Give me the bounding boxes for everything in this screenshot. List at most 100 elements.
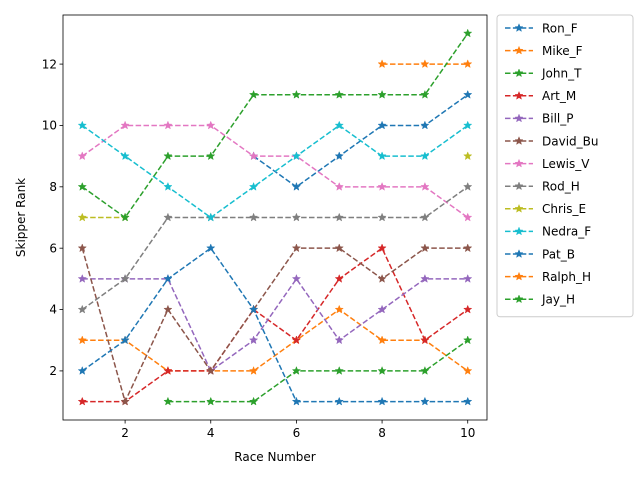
data-point	[120, 212, 130, 222]
data-point	[291, 151, 302, 161]
x-tick-label: 8	[378, 426, 386, 440]
plot-area	[77, 28, 473, 406]
data-point	[463, 396, 473, 406]
data-point	[463, 59, 473, 69]
legend-marker	[514, 294, 524, 304]
legend-item: Chris_E	[505, 202, 586, 216]
data-point	[77, 181, 87, 191]
data-point	[248, 181, 259, 191]
data-point	[420, 212, 430, 222]
data-point	[163, 212, 173, 222]
plot-frame	[62, 14, 488, 421]
legend-label: Mike_F	[542, 44, 583, 58]
data-point	[420, 243, 430, 253]
data-point	[463, 304, 473, 314]
data-point	[420, 273, 430, 283]
data-point	[206, 366, 216, 375]
legend: Ron_F Mike_F John_T Art_M Bill_P David_Bu Lewi…	[496, 14, 634, 318]
data-point	[77, 366, 87, 375]
data-point	[163, 181, 173, 191]
data-point	[120, 396, 130, 406]
data-point	[377, 366, 387, 375]
legend-item: Art_M	[505, 89, 576, 103]
legend-item: Jay_H	[505, 293, 575, 307]
data-point	[248, 151, 259, 161]
data-point	[206, 151, 216, 161]
data-point	[291, 273, 302, 283]
series-Art_M	[77, 243, 473, 406]
data-point	[334, 151, 344, 161]
data-point	[248, 366, 259, 375]
data-point	[463, 243, 473, 253]
data-point	[248, 212, 259, 222]
data-point	[163, 304, 173, 314]
series-line	[82, 308, 469, 372]
y-tick-label: 4	[49, 303, 57, 317]
data-point	[120, 120, 130, 130]
legend-marker	[514, 271, 524, 281]
series-Pat_B	[77, 243, 473, 406]
series-Rod_H	[77, 181, 473, 314]
legend-item: John_T	[505, 67, 582, 81]
series-Nedra_F	[77, 120, 473, 222]
data-point	[77, 304, 87, 314]
data-point	[291, 396, 302, 406]
data-point	[463, 181, 473, 191]
data-point	[420, 396, 430, 406]
data-point	[377, 212, 387, 222]
data-point	[291, 366, 302, 375]
legend-marker	[514, 181, 524, 191]
data-point	[334, 89, 344, 99]
data-point	[420, 89, 430, 99]
data-point	[463, 366, 473, 375]
legend-label: Ralph_H	[542, 270, 591, 284]
legend-item: Bill_P	[505, 112, 573, 126]
x-tick-label: 2	[121, 426, 129, 440]
data-point	[291, 243, 302, 253]
legend-item: Mike_F	[505, 44, 583, 58]
data-point	[163, 396, 173, 406]
data-point	[463, 28, 473, 38]
data-point	[120, 273, 130, 283]
legend-label: Bill_P	[542, 112, 573, 126]
data-point	[248, 396, 259, 406]
data-point	[377, 151, 387, 161]
data-point	[420, 335, 430, 345]
data-point	[77, 396, 87, 406]
data-point	[163, 273, 173, 283]
y-tick-label: 8	[49, 180, 57, 194]
data-point	[463, 120, 473, 130]
data-point	[77, 243, 87, 253]
x-tick-label: 4	[207, 426, 215, 440]
legend-label: Ron_F	[542, 21, 578, 35]
legend-label: Pat_B	[542, 247, 575, 261]
data-point	[77, 273, 87, 283]
legend-item: Nedra_F	[505, 225, 591, 239]
data-point	[248, 89, 259, 99]
legend-marker	[514, 68, 524, 78]
legend-marker	[514, 113, 524, 123]
data-point	[206, 396, 216, 406]
legend-label: John_T	[541, 67, 582, 81]
data-point	[291, 335, 302, 345]
series-David_Bu	[77, 243, 473, 406]
legend-marker	[514, 23, 524, 32]
data-point	[377, 89, 387, 99]
data-point	[334, 273, 344, 283]
data-point	[163, 120, 173, 130]
x-tick-label: 6	[293, 426, 301, 440]
data-point	[420, 120, 430, 130]
legend-label: Art_M	[542, 89, 576, 103]
data-point	[77, 212, 87, 222]
data-point	[291, 212, 302, 222]
legend-marker	[514, 136, 524, 145]
data-point	[377, 181, 387, 191]
y-tick-label: 12	[42, 57, 57, 71]
legend-marker	[514, 158, 524, 168]
legend-item: Ralph_H	[505, 270, 591, 284]
legend-marker	[514, 249, 524, 258]
series-line	[81, 124, 469, 219]
data-point	[334, 335, 344, 345]
data-point	[334, 366, 344, 375]
